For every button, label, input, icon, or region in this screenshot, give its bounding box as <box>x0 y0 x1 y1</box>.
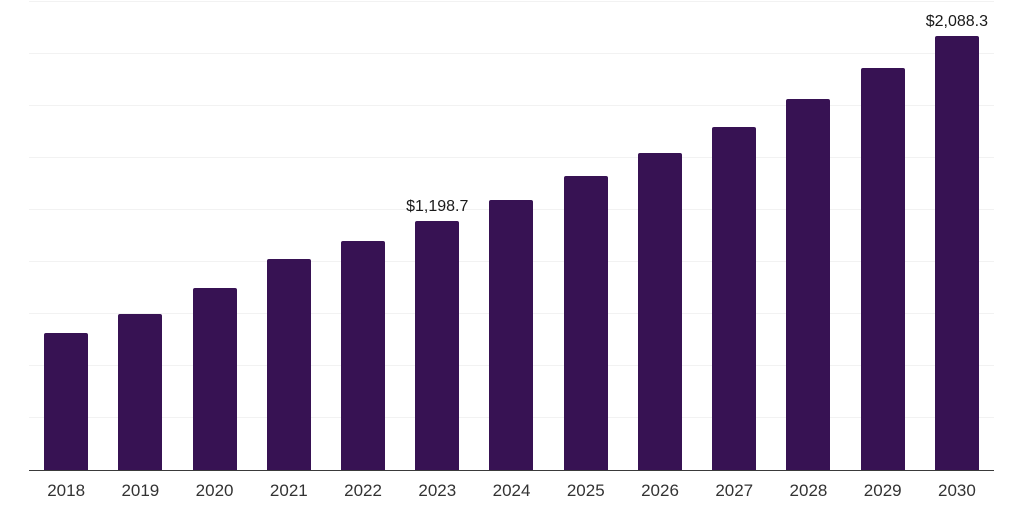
bar-band-2030: $2,088.3 <box>920 2 994 470</box>
bar-2023[interactable] <box>415 220 460 470</box>
bar-2030[interactable] <box>934 35 979 470</box>
bar-band-2018 <box>29 2 103 470</box>
bar-2019[interactable] <box>118 314 163 470</box>
bar-band-2029 <box>846 2 920 470</box>
x-tick-label-2026: 2026 <box>641 481 679 500</box>
bar-value-label-2023: $1,198.7 <box>406 197 469 215</box>
bar-2028[interactable] <box>786 99 831 470</box>
bar-2025[interactable] <box>563 176 608 470</box>
bar-2026[interactable] <box>637 152 682 470</box>
bar-band-2023: $1,198.7 <box>400 2 474 470</box>
x-axis-line <box>29 470 994 471</box>
bar-2027[interactable] <box>712 127 757 470</box>
gridline <box>29 105 994 106</box>
x-tick-label-2018: 2018 <box>47 481 86 500</box>
bar-band-2019 <box>103 2 177 470</box>
gridline <box>29 53 994 54</box>
gridline <box>29 157 994 159</box>
x-tick-label-2023: 2023 <box>418 481 457 500</box>
bar-band-2026 <box>623 2 697 470</box>
bar-band-2022 <box>326 2 400 470</box>
x-tick-label-2028: 2028 <box>789 481 828 500</box>
bar-band-2025 <box>549 2 623 470</box>
plot-area: $1,198.7 $2,088.3 <box>29 1 994 471</box>
bar-band-2028 <box>771 2 845 470</box>
bar-2024[interactable] <box>489 199 534 470</box>
bar-band-2027 <box>697 2 771 470</box>
bar-band-2021 <box>252 2 326 470</box>
bar-2022[interactable] <box>341 240 386 470</box>
x-tick-label-2029: 2029 <box>863 481 902 500</box>
x-tick-label-2022: 2022 <box>344 481 382 500</box>
x-tick-label-2025: 2025 <box>566 481 605 500</box>
x-tick-label-2021: 2021 <box>269 481 308 500</box>
bar-2018[interactable] <box>44 332 89 470</box>
x-tick-label-2019: 2019 <box>121 481 160 500</box>
x-tick-label-2020: 2020 <box>195 481 234 500</box>
bar-band-2024 <box>474 2 548 470</box>
x-tick-label-2024: 2024 <box>492 481 531 500</box>
bar-band-2020 <box>177 2 251 470</box>
bar-2029[interactable] <box>860 68 905 470</box>
bar-2021[interactable] <box>266 259 311 470</box>
bar-2020[interactable] <box>192 288 237 470</box>
gridline <box>29 1 994 2</box>
bar-value-label-2030: $2,088.3 <box>925 12 989 30</box>
x-axis-tick-labels: 2018 2019 2020 2021 2022 2023 2024 2025 2026 2027… <box>29 481 994 501</box>
x-tick-label-2027: 2027 <box>715 481 754 500</box>
x-tick-label-2030: 2030 <box>938 481 976 500</box>
